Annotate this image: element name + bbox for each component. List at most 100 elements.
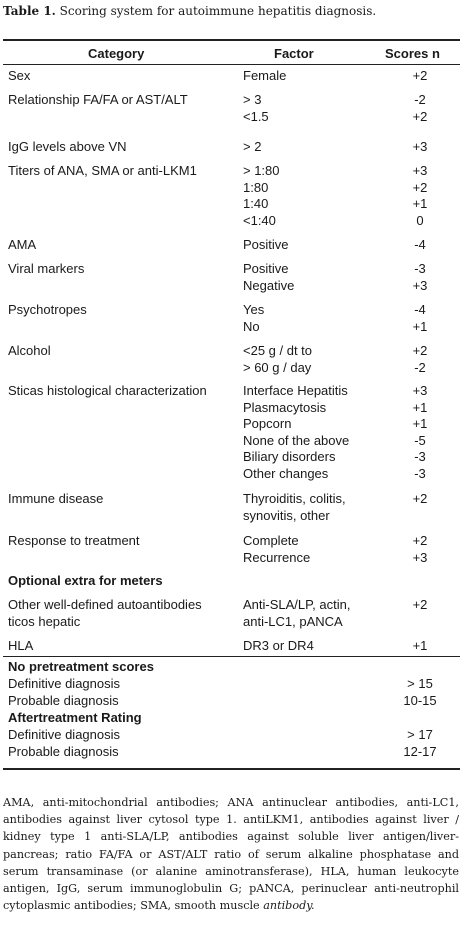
score-line: +3 bbox=[412, 139, 428, 154]
factor-cell: <25 g / dt to > 60 g / day bbox=[243, 343, 383, 376]
header-factor: Factor bbox=[274, 46, 314, 61]
category-cell: Alcohol bbox=[8, 343, 240, 360]
summary-score: > 17 bbox=[407, 727, 433, 742]
score-line: +1 bbox=[412, 318, 428, 334]
score-cell: +3 bbox=[385, 139, 455, 156]
score-line: +2 bbox=[412, 533, 428, 548]
score-line: -2 bbox=[414, 92, 426, 107]
category-line: Relationship FA/FA or AST/ALT bbox=[8, 92, 188, 107]
factor-line: synovitis, other bbox=[243, 507, 330, 523]
pre-heading: No pretreatment scores bbox=[8, 659, 154, 674]
factor-line: Recurrence bbox=[243, 549, 311, 565]
category-line: Titers of ANA, SMA or anti-LKM1 bbox=[8, 163, 197, 178]
factor-cell: Positive Negative bbox=[243, 261, 383, 294]
score-line: +2 bbox=[412, 68, 428, 83]
factor-cell: > 3 <1.5 bbox=[243, 92, 383, 125]
factor-line: <1:40 bbox=[243, 212, 276, 228]
category-line: Sticas histological characterization bbox=[8, 383, 207, 398]
score-line: +3 bbox=[412, 277, 428, 293]
score-line: +2 bbox=[412, 108, 428, 124]
summary-label: Probable diagnosis bbox=[8, 743, 119, 759]
category-cell: HLA bbox=[8, 638, 240, 655]
score-line: -4 bbox=[414, 302, 426, 317]
score-line: +2 bbox=[412, 597, 428, 612]
score-line: +1 bbox=[412, 196, 428, 211]
category-line: Other well-defined autoantibodies bbox=[8, 597, 202, 612]
factor-line: Anti-SLA/LP, actin, bbox=[243, 597, 351, 612]
score-cell: +2 bbox=[385, 597, 455, 614]
category-line: IgG levels above VN bbox=[8, 139, 127, 154]
category-cell: AMA bbox=[8, 237, 240, 254]
factor-line: Interface Hepatitis bbox=[243, 383, 348, 398]
category-line: Psychotropes bbox=[8, 302, 87, 317]
factor-cell: Interface Hepatitis Plasmacytosis Popcorn N… bbox=[243, 383, 383, 482]
factor-line: > 3 bbox=[243, 92, 262, 107]
factor-line: <1.5 bbox=[243, 108, 269, 124]
header-scores: Scores n bbox=[385, 46, 440, 61]
factor-cell: > 1:80 1:80 1:40 <1:40 bbox=[243, 163, 383, 229]
factor-cell: DR3 or DR4 bbox=[243, 638, 383, 655]
score-cell: -2 +2 bbox=[385, 92, 455, 125]
category-cell: IgG levels above VN bbox=[8, 139, 240, 156]
category-cell: Psychotropes bbox=[8, 302, 240, 319]
score-line: -3 bbox=[414, 449, 426, 464]
factor-line: DR3 or DR4 bbox=[243, 638, 314, 653]
summary-label: Probable diagnosis bbox=[8, 692, 119, 708]
factor-line: Positive bbox=[243, 261, 289, 276]
pre-rule bbox=[3, 656, 460, 657]
score-cell: +1 bbox=[385, 638, 455, 655]
category-line: Sex bbox=[8, 68, 31, 83]
table-label: Table 1. bbox=[3, 4, 56, 18]
factor-cell: Anti-SLA/LP, actin, anti-LC1, pANCA bbox=[243, 597, 383, 630]
category-line: HLA bbox=[8, 638, 34, 653]
header-rule bbox=[3, 64, 460, 65]
factor-line: Yes bbox=[243, 302, 265, 317]
score-cell: -4 +1 bbox=[385, 302, 455, 335]
score-cell: +3 +1 +1 -5 -3 -3 bbox=[385, 383, 455, 482]
factor-line: Biliary disorders bbox=[243, 449, 336, 464]
score-line: +2 bbox=[412, 491, 428, 506]
factor-line: None of the above bbox=[243, 432, 350, 448]
category-line: Viral markers bbox=[8, 261, 85, 276]
optional-heading: Optional extra for meters bbox=[8, 573, 163, 588]
score-line: -4 bbox=[414, 237, 426, 252]
score-line: +3 bbox=[412, 549, 428, 565]
score-line: 0 bbox=[416, 212, 424, 228]
score-cell: +2 +3 bbox=[385, 533, 455, 566]
score-line: +3 bbox=[412, 383, 428, 398]
score-line: -5 bbox=[414, 432, 426, 448]
category-line: Immune disease bbox=[8, 491, 104, 506]
factor-cell: Yes No bbox=[243, 302, 383, 335]
score-line: -3 bbox=[414, 261, 426, 276]
score-cell: -3 +3 bbox=[385, 261, 455, 294]
table-footnote: AMA, anti-mitochondrial antibodies; ANA … bbox=[3, 794, 459, 914]
factor-line: No bbox=[243, 318, 260, 334]
summary-score: 10-15 bbox=[403, 692, 437, 708]
factor-cell: > 2 bbox=[243, 139, 383, 156]
factor-line: Other changes bbox=[243, 465, 329, 481]
factor-line: <25 g / dt to bbox=[243, 343, 313, 358]
factor-line: > 1:80 bbox=[243, 163, 280, 178]
category-cell: Viral markers bbox=[8, 261, 240, 278]
top-rule bbox=[3, 39, 460, 41]
category-cell: Other well-defined autoantibodies ticos h… bbox=[8, 597, 240, 630]
factor-line: > 60 g / day bbox=[243, 359, 312, 375]
score-cell: -4 bbox=[385, 237, 455, 254]
score-line: -3 bbox=[414, 465, 426, 481]
score-line: +3 bbox=[412, 163, 428, 178]
factor-line: Plasmacytosis bbox=[243, 399, 327, 415]
summary-label: Definitive diagnosis bbox=[8, 676, 121, 691]
footnote-text: AMA, anti-mitochondrial antibodies; ANA … bbox=[3, 796, 459, 913]
factor-cell: Female bbox=[243, 68, 383, 85]
summary-score: > 15 bbox=[407, 676, 433, 691]
score-line: +1 bbox=[412, 399, 428, 415]
category-cell: Immune disease bbox=[8, 491, 240, 508]
score-line: +1 bbox=[412, 638, 428, 653]
summary-score: 12-17 bbox=[403, 743, 437, 759]
summary-label: Definitive diagnosis bbox=[8, 727, 121, 742]
score-line: +2 bbox=[412, 343, 428, 358]
category-cell: Response to treatment bbox=[8, 533, 240, 550]
score-cell: +2 -2 bbox=[385, 343, 455, 376]
footnote-italic: antibody. bbox=[263, 899, 315, 913]
factor-line: 1:80 bbox=[243, 179, 269, 195]
